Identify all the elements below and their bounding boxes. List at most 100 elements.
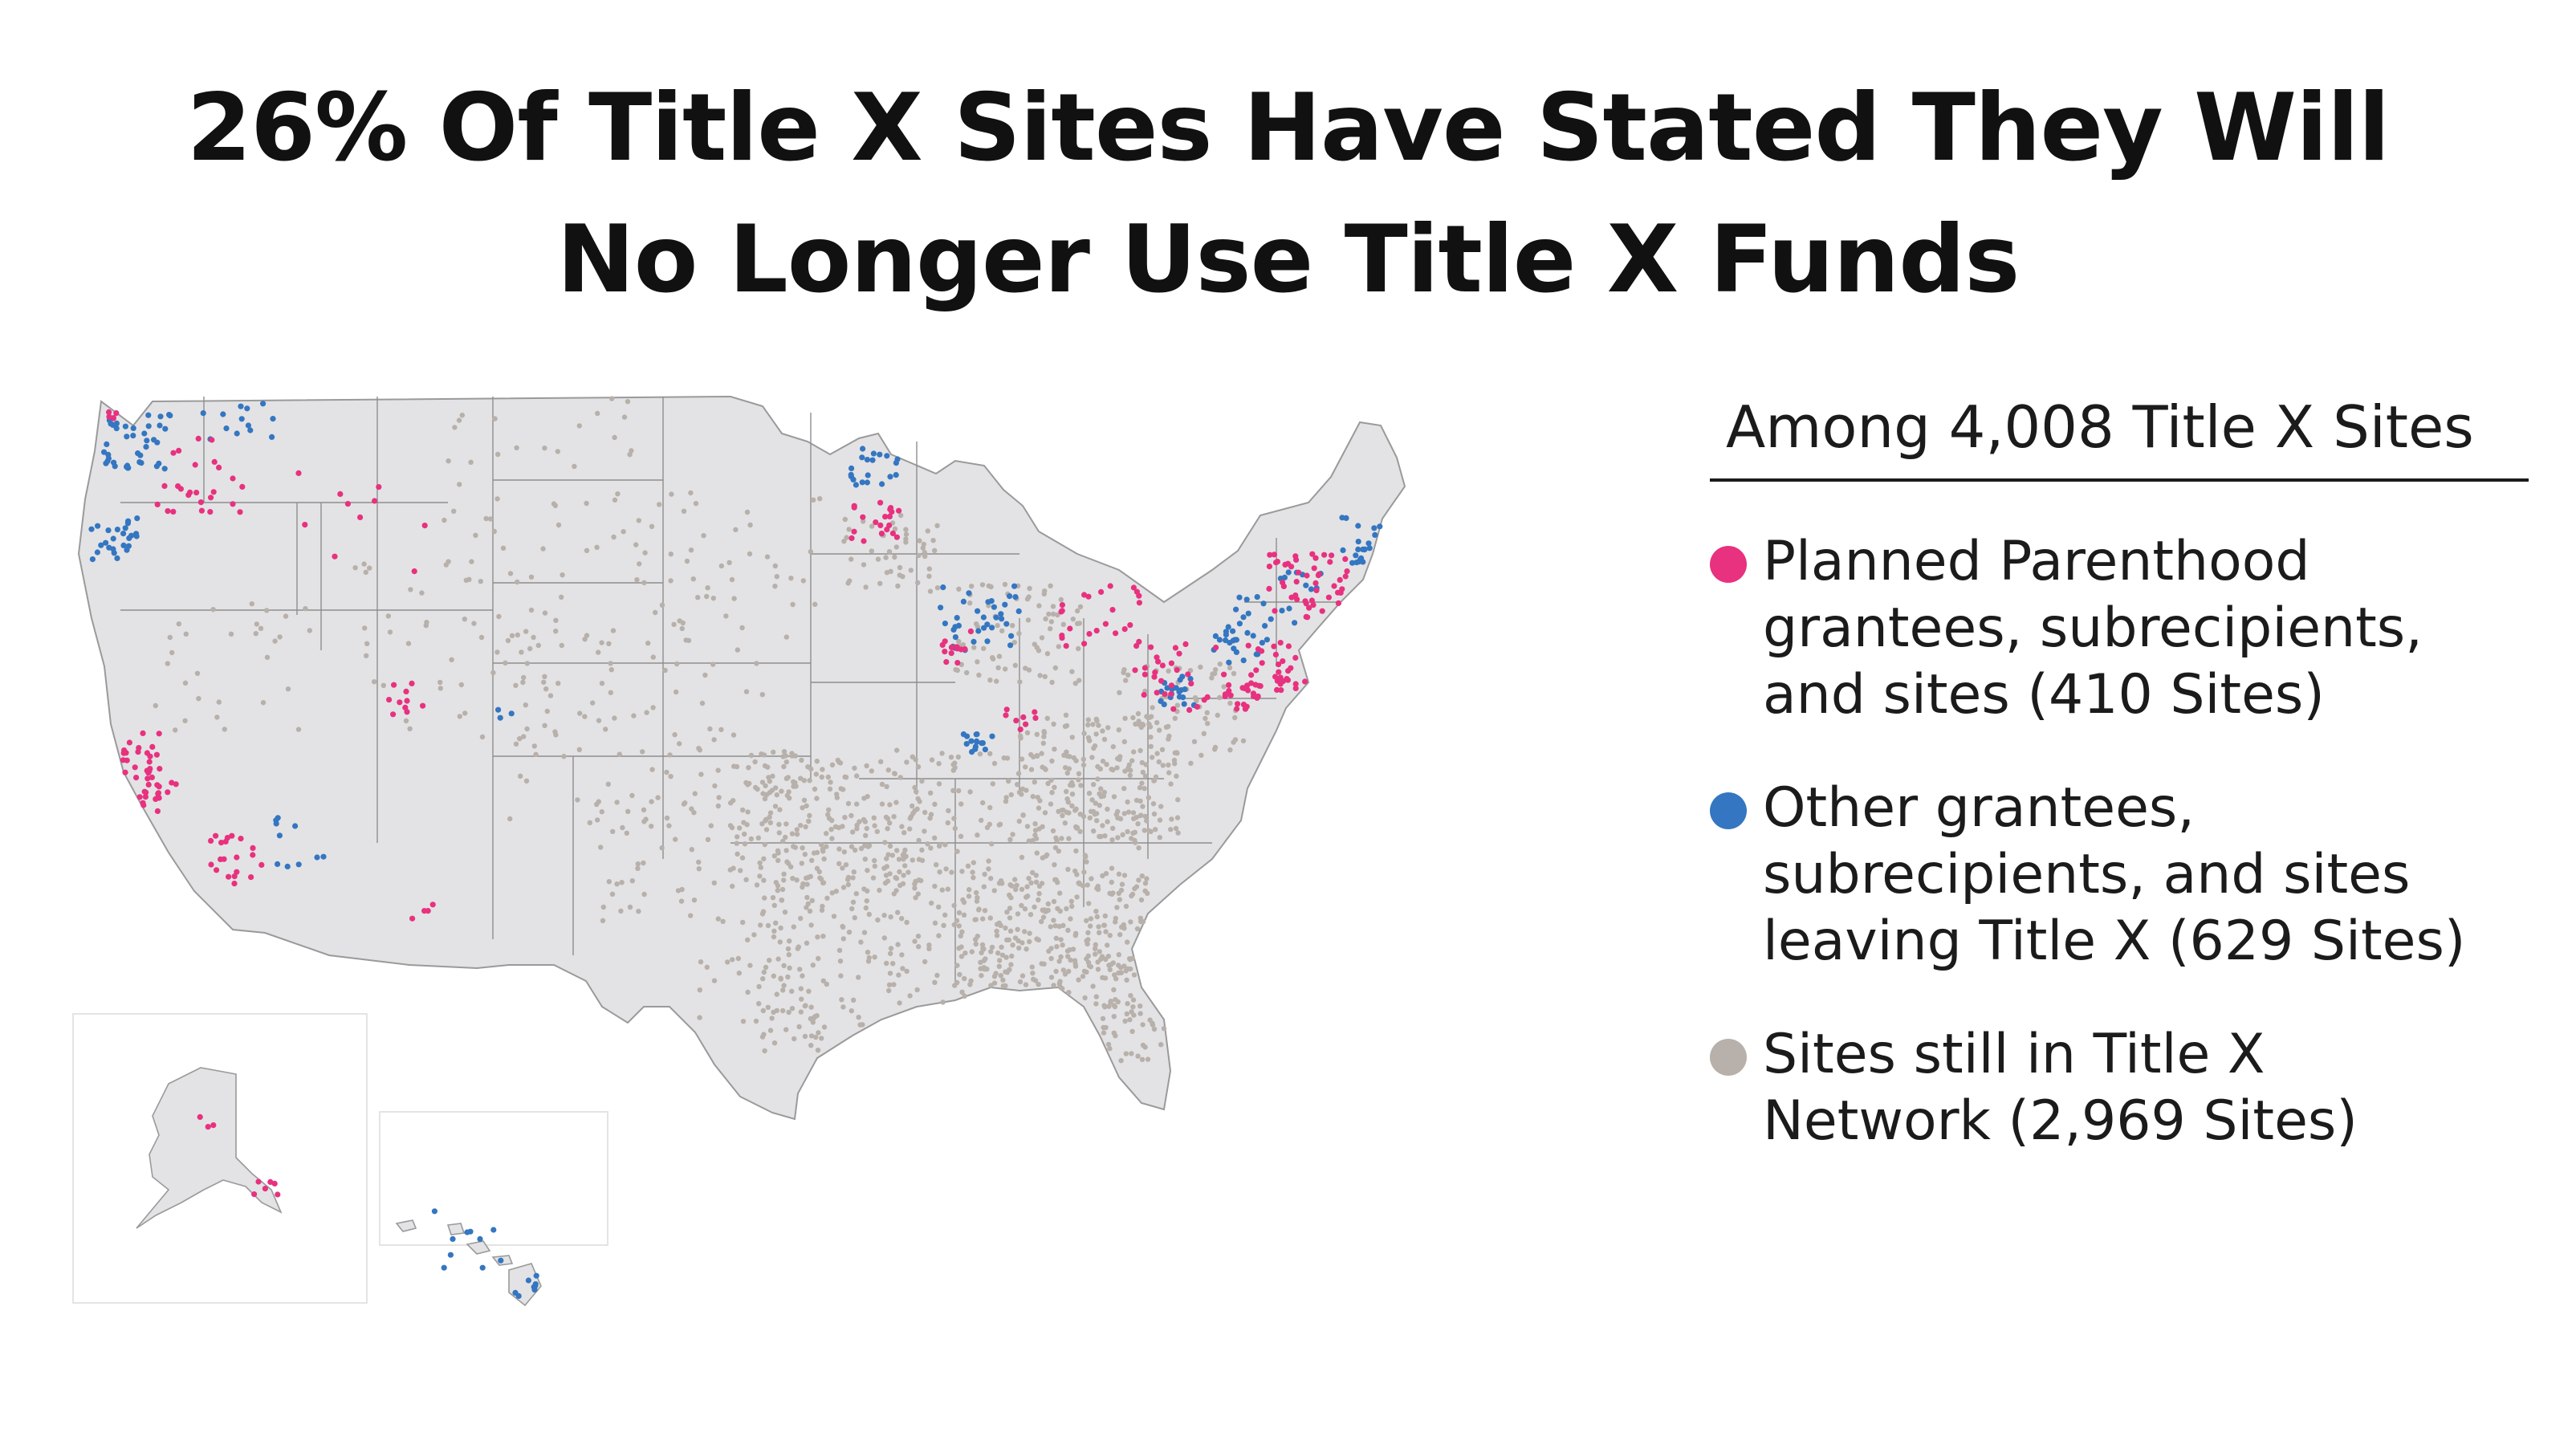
- gray-site-dot: [981, 645, 987, 651]
- pink-site-dot: [255, 1178, 262, 1185]
- gray-site-dot: [910, 754, 916, 759]
- gray-site-dot: [784, 859, 790, 865]
- gray-site-dot: [1024, 730, 1031, 735]
- gray-site-dot: [1145, 890, 1150, 896]
- gray-site-dot: [1121, 786, 1127, 792]
- legend-item-other-leaving: Other grantees, subrecipients, and sites…: [1710, 775, 2529, 975]
- gray-site-dot: [1142, 773, 1149, 779]
- blue-site-dot: [1264, 637, 1270, 643]
- pink-site-dot: [1296, 569, 1302, 576]
- blue-site-dot: [893, 472, 899, 478]
- gray-site-dot: [900, 966, 905, 971]
- gray-site-dot: [996, 653, 1003, 659]
- gray-site-dot: [986, 858, 991, 864]
- gray-site-dot: [979, 973, 984, 979]
- pink-site-dot: [248, 874, 254, 881]
- gray-site-dot: [882, 840, 888, 845]
- pink-site-dot: [120, 750, 127, 756]
- gray-site-dot: [1122, 715, 1128, 721]
- gray-site-dot: [1085, 882, 1091, 888]
- pink-site-dot: [1313, 587, 1320, 593]
- gray-site-dot: [854, 773, 860, 779]
- gray-site-dot: [900, 853, 906, 858]
- pink-site-dot: [878, 531, 885, 537]
- gray-site-dot: [879, 781, 885, 788]
- gray-site-dot: [1117, 897, 1123, 902]
- gray-site-dot: [1048, 801, 1054, 807]
- gray-site-dot: [669, 491, 674, 497]
- blue-site-dot: [260, 401, 267, 407]
- gray-site-dot: [778, 975, 783, 981]
- gray-site-dot: [743, 779, 749, 786]
- gray-site-dot: [884, 570, 890, 576]
- pink-site-dot: [1284, 560, 1291, 567]
- blue-site-dot: [220, 411, 226, 417]
- pink-site-dot: [1168, 682, 1174, 689]
- gray-site-dot: [1139, 759, 1146, 766]
- gray-site-dot: [785, 946, 792, 952]
- gray-site-dot: [1060, 967, 1067, 973]
- pink-site-dot: [848, 535, 855, 541]
- gray-site-dot: [1140, 769, 1146, 775]
- gray-site-dot: [735, 851, 740, 857]
- gray-site-dot: [778, 925, 783, 931]
- gray-site-dot: [894, 747, 900, 753]
- gray-site-dot: [869, 523, 875, 529]
- gray-site-dot: [816, 955, 821, 962]
- gray-site-dot: [636, 518, 641, 523]
- gray-site-dot: [637, 561, 642, 567]
- gray-site-dot: [783, 759, 789, 765]
- gray-site-dot: [1148, 743, 1154, 749]
- gray-site-dot: [367, 565, 372, 571]
- gray-site-dot: [1025, 617, 1032, 623]
- gray-site-dot: [808, 1033, 815, 1039]
- gray-site-dot: [759, 779, 766, 785]
- gray-site-dot: [775, 857, 781, 863]
- gray-site-dot: [1036, 648, 1042, 653]
- gray-site-dot: [821, 856, 827, 862]
- gray-site-dot: [1201, 731, 1207, 736]
- gray-site-dot: [772, 563, 778, 569]
- gray-site-dot: [1057, 979, 1063, 984]
- gray-site-dot: [845, 800, 852, 807]
- gray-site-dot: [809, 857, 815, 863]
- gray-site-dot: [641, 860, 646, 866]
- gray-site-dot: [884, 784, 889, 789]
- gray-site-dot: [655, 795, 661, 800]
- blue-site-dot: [1343, 515, 1349, 521]
- gray-site-dot: [1013, 886, 1019, 893]
- gray-site-dot: [1150, 1022, 1156, 1028]
- gray-site-dot: [1000, 977, 1006, 983]
- gray-site-dot: [934, 972, 940, 979]
- gray-site-dot: [1070, 946, 1076, 952]
- gray-site-dot: [808, 1043, 814, 1048]
- pink-site-dot: [149, 743, 156, 750]
- gray-site-dot: [840, 885, 847, 890]
- gray-site-dot: [612, 434, 617, 441]
- gray-site-dot: [1129, 758, 1135, 763]
- gray-site-dot: [885, 852, 891, 857]
- blue-site-dot: [988, 598, 995, 604]
- pink-site-dot: [1240, 702, 1247, 708]
- gray-site-dot: [674, 689, 679, 695]
- gray-site-dot: [1093, 951, 1098, 957]
- gray-site-dot: [1031, 976, 1036, 982]
- gray-site-dot: [1064, 906, 1069, 912]
- pink-site-dot: [403, 688, 409, 694]
- gray-site-dot: [1094, 885, 1100, 891]
- gray-site-dot: [1069, 735, 1076, 740]
- pink-site-dot: [230, 501, 236, 507]
- gray-site-dot: [989, 944, 995, 950]
- blue-circle-icon: [1710, 792, 1747, 829]
- gray-site-dot: [1094, 914, 1101, 920]
- gray-site-dot: [843, 862, 849, 868]
- legend-label-still-in-network: Sites still in Title X Network (2,969 Si…: [1763, 1023, 2358, 1153]
- gray-site-dot: [462, 617, 467, 622]
- gray-site-dot: [619, 880, 625, 885]
- gray-site-dot: [771, 934, 777, 940]
- gray-site-dot: [1003, 925, 1008, 931]
- gray-site-dot: [1022, 929, 1028, 934]
- gray-site-dot: [692, 791, 698, 796]
- gray-site-dot: [808, 922, 814, 928]
- gray-site-dot: [916, 552, 922, 559]
